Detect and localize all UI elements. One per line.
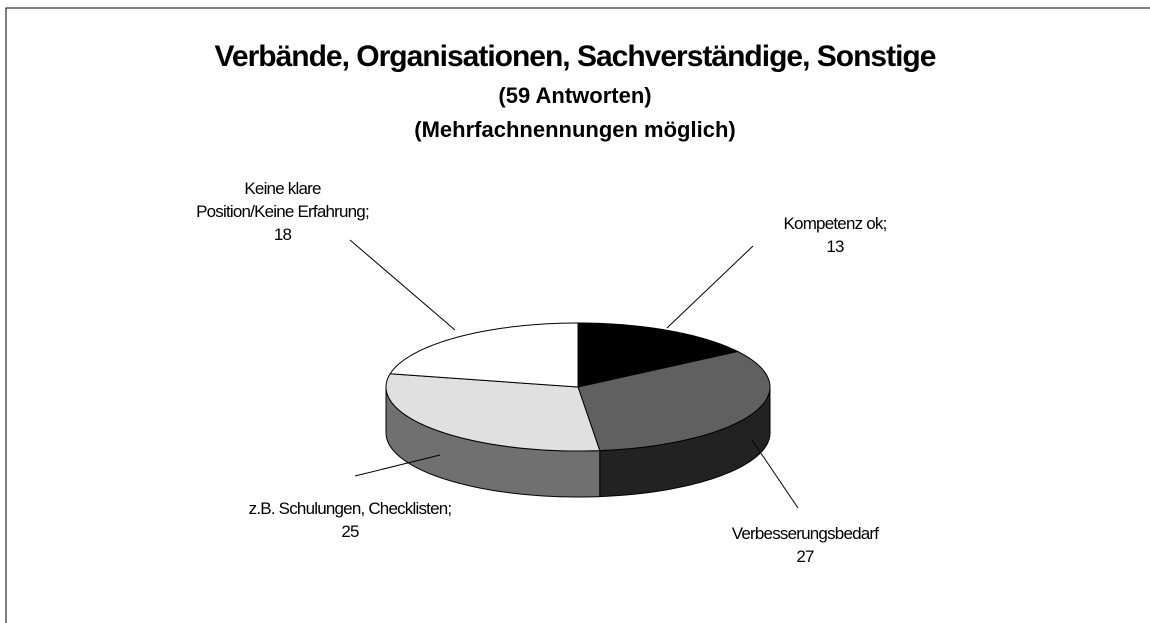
category-label: Keine klare Position/Keine Erfahrung; — [196, 179, 370, 221]
data-label: z.B. Schulungen, Checklisten; 25 — [240, 497, 460, 543]
chart-subtitle: (59 Antworten) — [498, 83, 652, 108]
slice — [389, 322, 579, 388]
value-label: 25 — [341, 522, 359, 541]
chart-subtitle: (Mehrfachnennungen möglich) — [414, 117, 736, 142]
data-label: Kompetenz ok; 13 — [760, 212, 910, 258]
category-label: z.B. Schulungen, Checklisten; — [248, 499, 452, 518]
slice-top — [577, 351, 771, 452]
category-label: Verbesserungsbedarf — [731, 524, 879, 543]
chart-title: Verbände, Organisationen, Sachverständig… — [214, 40, 937, 73]
data-label: Verbesserungsbedarf 27 — [680, 522, 930, 568]
leader-line — [666, 245, 754, 329]
category-label: Kompetenz ok; — [783, 214, 888, 233]
leader-line — [751, 439, 799, 509]
leader-line — [354, 454, 441, 477]
slice — [577, 322, 740, 388]
pie — [349, 239, 799, 509]
value-label: 27 — [796, 547, 814, 566]
data-label: Keine klare Position/Keine Erfahrung; 18 — [195, 177, 370, 246]
value-label: 13 — [826, 237, 844, 256]
slice-top — [577, 322, 740, 388]
slice-top — [389, 322, 579, 388]
slice-top — [385, 373, 601, 452]
leader-line — [349, 239, 456, 331]
slice — [385, 373, 601, 498]
value-label: 18 — [273, 225, 292, 244]
frame — [5, 7, 1150, 623]
